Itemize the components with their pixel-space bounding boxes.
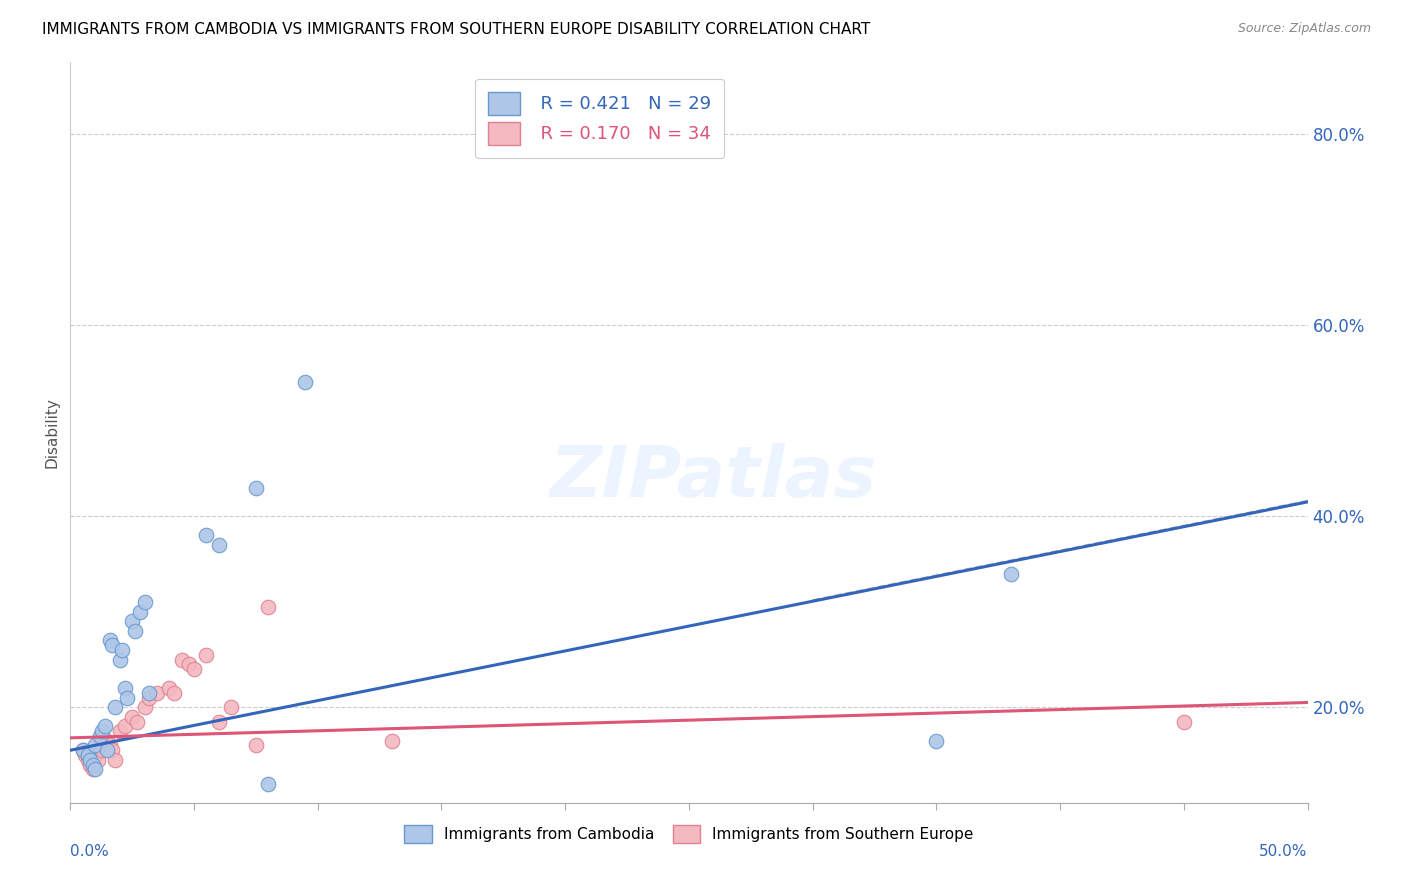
Point: [121, 615, 143, 629]
Point: [177, 657, 200, 672]
Point: [84, 747, 107, 762]
Point: [134, 595, 156, 609]
Point: [114, 719, 136, 733]
Point: [91, 743, 114, 757]
Point: [94, 719, 117, 733]
Point: [84, 739, 107, 753]
Point: [82, 757, 104, 772]
Point: [115, 690, 138, 705]
Point: [84, 763, 107, 777]
Point: [72, 743, 94, 757]
Point: [96, 733, 118, 747]
Point: [219, 700, 242, 714]
Point: [82, 763, 104, 777]
Point: [72, 743, 94, 757]
Point: [79, 757, 101, 772]
Point: [146, 686, 169, 700]
Point: [195, 648, 218, 662]
Point: [127, 714, 149, 729]
Point: [98, 739, 121, 753]
Point: [111, 643, 134, 657]
Point: [76, 753, 98, 767]
Point: [98, 633, 121, 648]
Point: [925, 733, 948, 747]
Point: [108, 724, 131, 739]
Point: [505, 810, 527, 824]
Point: [138, 690, 160, 705]
Point: [381, 733, 404, 747]
Point: [128, 605, 150, 619]
Point: [208, 714, 231, 729]
Point: [101, 743, 124, 757]
Text: 0.0%: 0.0%: [70, 844, 110, 858]
Point: [245, 739, 267, 753]
Y-axis label: Disability: Disability: [44, 397, 59, 468]
Text: ZIPatlas: ZIPatlas: [550, 442, 877, 511]
Point: [208, 538, 231, 552]
Point: [104, 700, 127, 714]
Point: [294, 376, 316, 390]
Point: [121, 710, 143, 724]
Point: [138, 686, 160, 700]
Point: [1000, 566, 1022, 581]
Point: [170, 652, 193, 666]
Text: Source: ZipAtlas.com: Source: ZipAtlas.com: [1237, 22, 1371, 36]
Point: [245, 481, 267, 495]
Point: [91, 724, 114, 739]
Point: [76, 747, 98, 762]
Point: [79, 753, 101, 767]
Point: [157, 681, 180, 695]
Point: [183, 662, 205, 676]
Point: [195, 528, 218, 542]
Point: [96, 743, 118, 757]
Point: [89, 729, 111, 743]
Point: [163, 686, 186, 700]
Legend: Immigrants from Cambodia, Immigrants from Southern Europe: Immigrants from Cambodia, Immigrants fro…: [396, 818, 981, 851]
Point: [108, 652, 131, 666]
Text: IMMIGRANTS FROM CAMBODIA VS IMMIGRANTS FROM SOUTHERN EUROPE DISABILITY CORRELATI: IMMIGRANTS FROM CAMBODIA VS IMMIGRANTS F…: [42, 22, 870, 37]
Text: 50.0%: 50.0%: [1260, 844, 1308, 858]
Point: [114, 681, 136, 695]
Point: [257, 599, 280, 614]
Point: [134, 700, 156, 714]
Point: [101, 638, 124, 652]
Point: [1173, 714, 1195, 729]
Point: [257, 777, 280, 791]
Point: [104, 753, 127, 767]
Point: [89, 739, 111, 753]
Point: [86, 753, 108, 767]
Point: [124, 624, 146, 638]
Point: [752, 829, 775, 843]
Point: [75, 747, 97, 762]
